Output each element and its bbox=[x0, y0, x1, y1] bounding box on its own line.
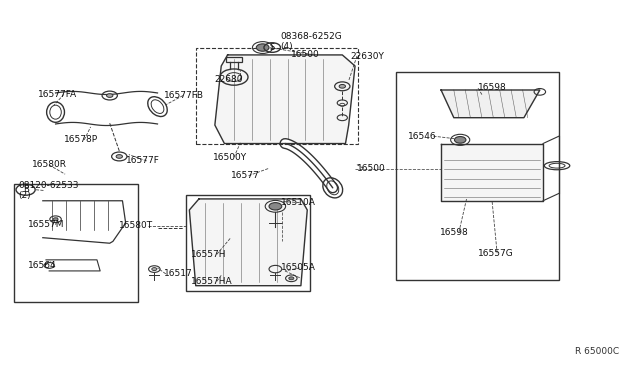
Polygon shape bbox=[189, 199, 307, 286]
Bar bbox=[14, 184, 138, 302]
Text: 16577FA: 16577FA bbox=[38, 90, 77, 99]
Text: 16557HA: 16557HA bbox=[191, 277, 233, 286]
Text: 16564: 16564 bbox=[28, 261, 57, 270]
Circle shape bbox=[269, 203, 282, 210]
Text: 16577FB: 16577FB bbox=[164, 91, 204, 100]
Text: 16517: 16517 bbox=[164, 269, 193, 278]
Polygon shape bbox=[46, 260, 100, 271]
Text: 16557H: 16557H bbox=[191, 250, 227, 259]
Text: B: B bbox=[22, 185, 29, 194]
Bar bbox=[227, 57, 242, 62]
Text: 16500: 16500 bbox=[291, 51, 320, 60]
Text: 22630Y: 22630Y bbox=[351, 52, 385, 61]
Text: R 65000C: R 65000C bbox=[575, 347, 620, 356]
Circle shape bbox=[53, 218, 58, 221]
Text: 16580T: 16580T bbox=[119, 221, 154, 230]
Bar bbox=[396, 71, 559, 280]
Text: 16578P: 16578P bbox=[64, 135, 98, 144]
Circle shape bbox=[339, 84, 346, 88]
Polygon shape bbox=[441, 90, 540, 118]
Polygon shape bbox=[43, 201, 125, 243]
Text: 16510A: 16510A bbox=[280, 198, 316, 207]
Text: 16505A: 16505A bbox=[280, 263, 316, 272]
Polygon shape bbox=[215, 55, 355, 144]
Text: 22680: 22680 bbox=[215, 75, 243, 84]
Circle shape bbox=[256, 44, 269, 51]
Circle shape bbox=[106, 94, 113, 97]
Text: 16557G: 16557G bbox=[478, 249, 514, 258]
Polygon shape bbox=[441, 144, 543, 201]
Bar bbox=[186, 195, 310, 291]
Text: 16500: 16500 bbox=[357, 164, 386, 173]
Text: S: S bbox=[269, 43, 275, 52]
Text: 08120-62533
(2): 08120-62533 (2) bbox=[19, 181, 79, 200]
Text: 16598: 16598 bbox=[440, 228, 468, 237]
Circle shape bbox=[116, 155, 122, 158]
Circle shape bbox=[454, 137, 466, 143]
Text: 16557M: 16557M bbox=[28, 220, 65, 229]
Text: 16546: 16546 bbox=[408, 132, 436, 141]
Circle shape bbox=[289, 277, 294, 280]
Circle shape bbox=[152, 267, 157, 270]
Bar bbox=[196, 48, 358, 144]
Text: 16598: 16598 bbox=[478, 83, 507, 92]
Text: 16500Y: 16500Y bbox=[213, 153, 247, 162]
Text: 16577F: 16577F bbox=[125, 156, 159, 166]
Text: 08368-6252G
(4): 08368-6252G (4) bbox=[280, 32, 342, 51]
Text: 16577: 16577 bbox=[231, 171, 260, 180]
Text: 16580R: 16580R bbox=[32, 160, 67, 170]
